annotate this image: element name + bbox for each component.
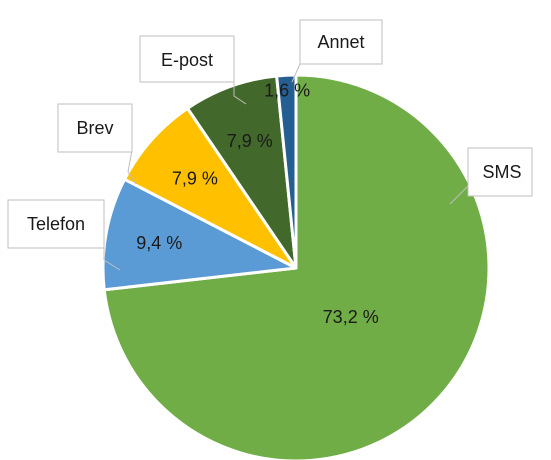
callout-box-telefon — [7, 199, 105, 249]
pie-pct-label-brev: 7,9 % — [172, 168, 218, 188]
callout-box-brev — [57, 103, 133, 153]
pie-pct-label-sms: 73,2 % — [323, 307, 379, 327]
pie-slice-e-post — [186, 74, 298, 270]
category-label-telefon: Telefon — [27, 214, 85, 234]
category-label-sms: SMS — [482, 162, 521, 182]
pie-pct-label-e-post: 7,9 % — [227, 131, 273, 151]
pie-slice-annet — [275, 73, 298, 270]
leader-line-sms — [449, 185, 469, 205]
pie-pct-label-annet: 1,6 % — [264, 81, 310, 101]
callout-box-e-post — [139, 35, 235, 83]
category-label-brev: Brev — [76, 118, 113, 138]
leader-line-annet — [291, 63, 301, 83]
leader-line-telefon — [103, 248, 121, 271]
pie-slice-brev — [123, 106, 298, 270]
pie-slice-telefon — [101, 177, 298, 292]
callout-box-sms — [467, 147, 533, 197]
leader-line-e-post — [233, 82, 247, 105]
leader-line-brev — [127, 149, 137, 185]
pie-pct-label-telefon: 9,4 % — [136, 233, 182, 253]
category-label-e-post: E-post — [161, 50, 213, 70]
category-label-annet: Annet — [317, 32, 364, 52]
callout-box-annet — [299, 19, 383, 65]
